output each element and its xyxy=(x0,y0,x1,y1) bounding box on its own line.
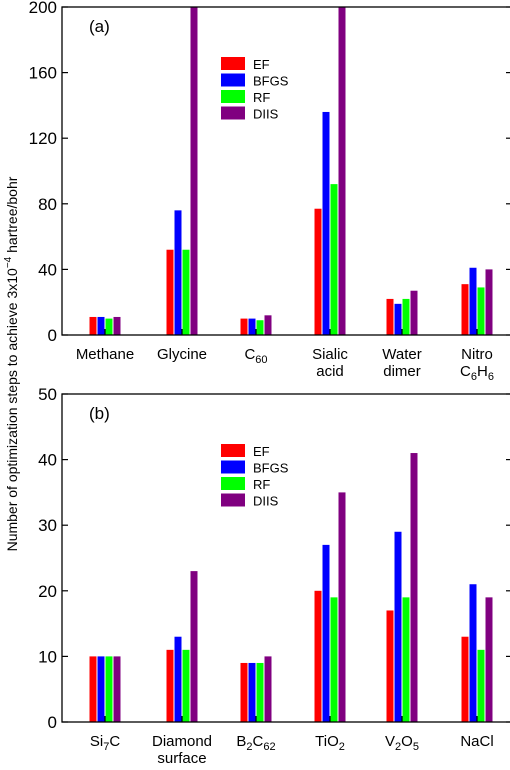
legend-label-bfgs: BFGS xyxy=(253,461,289,476)
y-tick-label: 120 xyxy=(29,129,57,148)
bar-rf-3 xyxy=(330,597,338,722)
bar-diis-2 xyxy=(264,656,272,722)
bar-bfgs-3 xyxy=(322,111,330,336)
legend-swatch-diis xyxy=(221,493,245,507)
x-category-label: V2O5 xyxy=(385,733,419,753)
bar-ef-5 xyxy=(461,636,469,722)
bar-bfgs-3 xyxy=(322,544,330,722)
bar-rf-3 xyxy=(330,184,338,335)
bar-diis-3 xyxy=(338,7,346,335)
bar-diis-0 xyxy=(113,316,121,335)
bar-ef-1 xyxy=(166,249,174,335)
bar-ef-4 xyxy=(386,298,394,335)
y-tick-label: 0 xyxy=(48,713,57,732)
panel-label: (a) xyxy=(89,17,110,36)
y-tick-label: 10 xyxy=(38,647,57,666)
x-category-label: Nitro C6H6 xyxy=(460,346,494,383)
bar-bfgs-1 xyxy=(174,210,182,335)
y-tick-label: 40 xyxy=(38,451,57,470)
bar-ef-2 xyxy=(240,662,248,722)
legend-swatch-rf xyxy=(221,477,245,490)
bar-ef-5 xyxy=(461,284,469,335)
legend-label-rf: RF xyxy=(253,90,270,105)
legend-label-ef: EF xyxy=(253,57,270,72)
bar-bfgs-1 xyxy=(174,636,182,722)
bar-ef-1 xyxy=(166,649,174,722)
legend-swatch-bfgs xyxy=(221,460,245,474)
y-tick-label: 0 xyxy=(48,326,57,345)
bar-diis-1 xyxy=(190,571,198,722)
y-tick-label: 50 xyxy=(38,385,57,404)
bar-bfgs-5 xyxy=(469,584,477,722)
legend-label-ef: EF xyxy=(253,444,270,459)
bar-ef-2 xyxy=(240,318,248,335)
bar-bfgs-0 xyxy=(97,656,105,722)
bar-rf-5 xyxy=(477,649,485,722)
bar-rf-5 xyxy=(477,287,485,335)
x-category-label: Glycine xyxy=(157,346,207,363)
bar-diis-4 xyxy=(410,290,418,335)
x-category-label: B2C62 xyxy=(236,733,275,753)
bar-rf-1 xyxy=(182,649,190,722)
legend-swatch-rf xyxy=(221,90,245,103)
bar-ef-4 xyxy=(386,610,394,722)
x-category-label: Methane xyxy=(76,346,134,363)
plot-frame xyxy=(61,6,510,336)
x-category-label: Water dimer xyxy=(382,346,421,380)
bar-rf-2 xyxy=(256,320,264,335)
bar-diis-4 xyxy=(410,453,418,722)
y-tick-label: 20 xyxy=(38,582,57,601)
x-category-label: Diamond surface xyxy=(152,733,212,767)
bar-diis-5 xyxy=(485,597,493,722)
bar-ef-0 xyxy=(89,316,97,335)
bar-rf-0 xyxy=(105,318,113,335)
panel-b: 0 10 20 30 40 50 Si7C Diamond surface B2C62 TiO2 V2… xyxy=(38,385,510,767)
bar-rf-4 xyxy=(402,597,410,722)
legend-swatch-diis xyxy=(221,106,245,120)
bar-bfgs-5 xyxy=(469,267,477,335)
bar-bfgs-2 xyxy=(248,318,256,335)
y-tick-label: 160 xyxy=(29,64,57,83)
legend-label-diis: DIIS xyxy=(253,494,279,509)
bar-ef-3 xyxy=(314,590,322,722)
y-tick-label: 30 xyxy=(38,516,57,535)
bar-diis-0 xyxy=(113,656,121,722)
legend-swatch-ef xyxy=(221,57,245,70)
bar-diis-1 xyxy=(190,7,198,335)
bar-rf-0 xyxy=(105,656,113,722)
bar-bfgs-2 xyxy=(248,662,256,722)
panel-a: 0 40 80 120 160 200 Methane Glycine C60 Sialic aci… xyxy=(29,0,510,383)
legend-label-diis: DIIS xyxy=(253,107,279,122)
x-category-label: C60 xyxy=(244,346,267,366)
bar-bfgs-4 xyxy=(394,531,402,722)
plot-frame xyxy=(61,393,510,723)
legend-swatch-bfgs xyxy=(221,73,245,87)
legend-swatch-ef xyxy=(221,444,245,457)
bar-ef-3 xyxy=(314,208,322,335)
bar-diis-3 xyxy=(338,492,346,722)
y-tick-label: 200 xyxy=(29,0,57,17)
x-category-label: Sialic acid xyxy=(312,346,348,380)
x-category-label: TiO2 xyxy=(315,733,345,753)
bar-diis-5 xyxy=(485,269,493,335)
legend-label-rf: RF xyxy=(253,477,270,492)
legend-label-bfgs: BFGS xyxy=(253,74,289,89)
x-category-label: Si7C xyxy=(90,733,120,753)
bar-rf-1 xyxy=(182,249,190,335)
bar-diis-2 xyxy=(264,315,272,335)
bar-rf-4 xyxy=(402,298,410,335)
y-tick-label: 40 xyxy=(38,260,57,279)
y-axis-label: Number of optimization steps to achieve … xyxy=(3,176,20,551)
bar-bfgs-0 xyxy=(97,316,105,335)
y-tick-label: 80 xyxy=(38,195,57,214)
panel-label: (b) xyxy=(89,404,110,423)
bar-bfgs-4 xyxy=(394,303,402,335)
x-category-label: NaCl xyxy=(460,733,493,750)
bar-ef-0 xyxy=(89,656,97,722)
bar-rf-2 xyxy=(256,662,264,722)
